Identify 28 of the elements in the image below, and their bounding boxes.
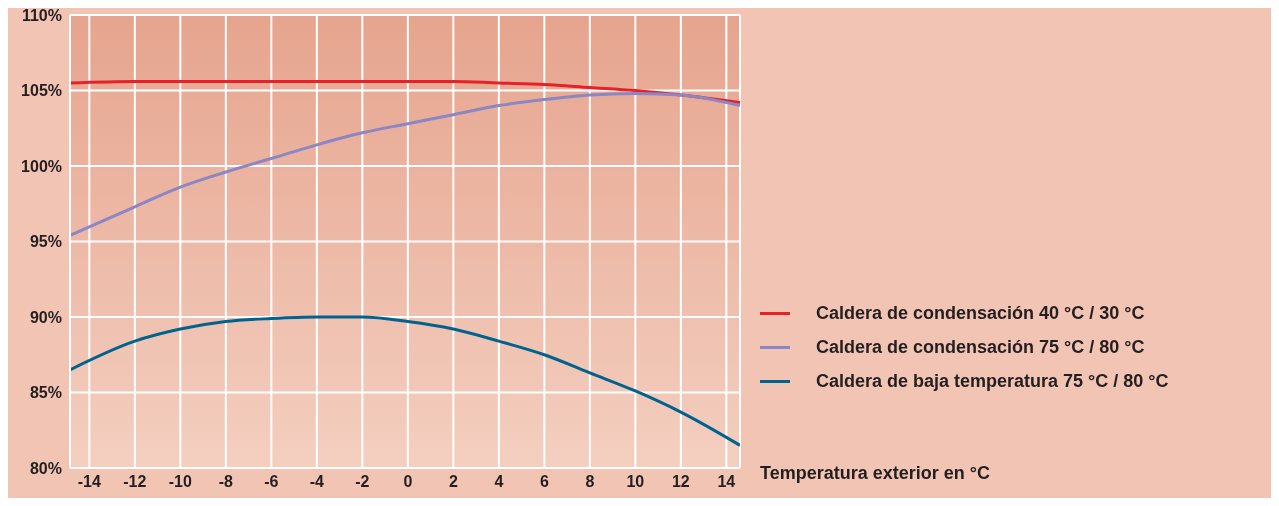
legend-label: Caldera de condensación 40 °C / 30 °C [816,302,1145,324]
y-tick-label: 95% [29,233,62,251]
x-tick-label: 8 [585,473,595,491]
x-tick-label: -4 [309,473,325,491]
y-tick-label: 90% [29,308,62,326]
x-tick-label: -10 [168,473,192,491]
y-tick-label: 80% [29,459,62,477]
y-tick-label: 105% [21,82,62,100]
x-tick-label: 2 [448,473,458,491]
x-tick-label: -2 [355,473,370,491]
x-tick-label: 4 [494,473,504,491]
x-tick-label: 10 [626,473,645,491]
x-tick-label: -8 [218,473,234,491]
x-tick-label: 14 [717,473,736,491]
x-tick-label: -6 [264,473,279,491]
line-series [70,92,740,237]
y-tick-label: 85% [29,384,62,402]
legend-label: Caldera de baja temperatura 75 °C / 80 °C [816,370,1169,392]
x-tick-label: 0 [403,473,413,491]
x-tick-label: 12 [671,473,690,491]
x-tick-label: -14 [77,473,101,491]
legend-label: Caldera de condensación 75 °C / 80 °C [816,336,1145,358]
y-tick-label: 110% [21,6,62,24]
x-tick-label: -12 [123,473,147,491]
x-axis-title: Temperatura exterior en °C [760,463,990,484]
line-series [70,315,740,447]
x-tick-label: 6 [539,473,549,491]
y-tick-label: 100% [21,157,62,175]
